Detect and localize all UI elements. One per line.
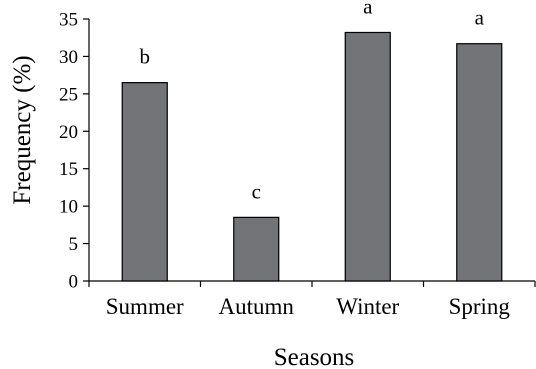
y-tick-label: 5: [69, 234, 79, 255]
bar-summer: [121, 82, 168, 282]
x-tick-label: Autumn: [219, 294, 295, 319]
bar-winter: [344, 31, 391, 282]
y-tick-label: 0: [69, 272, 79, 293]
y-tick-label: 15: [59, 159, 78, 180]
y-axis-title: Frequency (%): [9, 55, 36, 204]
data-label: c: [252, 179, 261, 203]
data-labels: b c a a: [140, 0, 485, 203]
y-tick-label: 20: [59, 122, 78, 143]
y-tick-label: 30: [59, 47, 78, 68]
y-tick-label: 10: [59, 197, 78, 218]
bar-autumn: [233, 216, 280, 282]
bar-spring: [456, 43, 503, 282]
data-label: b: [140, 45, 151, 69]
x-tick-label: Winter: [336, 294, 399, 319]
bars: [121, 31, 503, 282]
x-axis: Summer Autumn Winter Spring: [88, 280, 536, 319]
y-tick-label: 35: [59, 10, 78, 31]
x-tick-label: Summer: [106, 294, 184, 319]
x-axis-title: Seasons: [274, 344, 355, 369]
x-tick-label: Spring: [449, 294, 511, 319]
data-label: a: [363, 0, 373, 18]
y-tick-label: 25: [59, 84, 78, 105]
data-label: a: [475, 6, 485, 30]
y-axis: 0 5 10 15 20 25 30 35: [59, 10, 90, 293]
